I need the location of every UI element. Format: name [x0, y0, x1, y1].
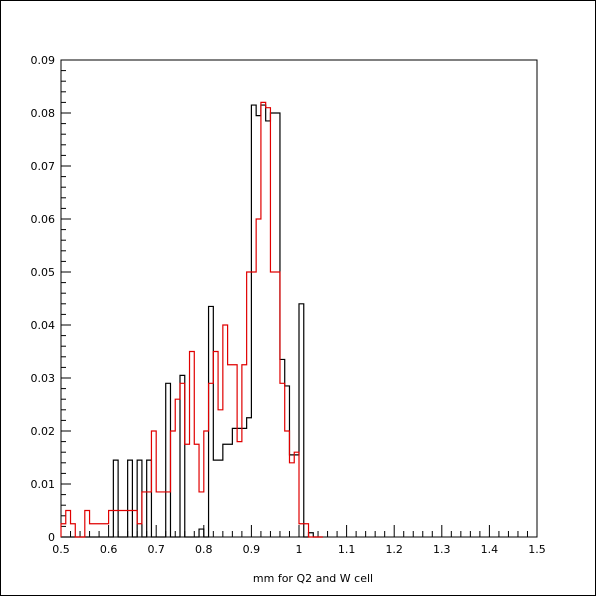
y-tick-label: 0.04 [31, 319, 56, 332]
x-tick-label: 0.5 [52, 543, 70, 556]
x-axis-title: mm for Q2 and W cell [253, 572, 373, 585]
x-tick-label: 1.5 [528, 543, 546, 556]
x-tick-label: 1.4 [481, 543, 499, 556]
red-histogram-series [60, 101, 323, 538]
black-histogram-series [61, 104, 323, 538]
x-tick-label: 0.6 [100, 543, 118, 556]
x-tick-label: 1.3 [433, 543, 451, 556]
x-axis: 0.5 0.6 0.7 0.8 0.9 1 1.1 1.2 1.3 1.4 1.5 [52, 525, 546, 556]
y-axis: 0 0.01 0.02 0.03 0.04 0.05 0.06 0.07 0.08 0.09 [31, 54, 71, 544]
y-tick-label: 0.03 [31, 372, 56, 385]
y-tick-label: 0.06 [31, 213, 56, 226]
y-tick-label: 0.07 [31, 160, 56, 173]
x-tick-label: 0.8 [195, 543, 213, 556]
y-tick-label: 0.09 [31, 54, 56, 67]
y-tick-label: 0.02 [31, 425, 56, 438]
x-tick-label: 0.7 [147, 543, 165, 556]
y-tick-label: 0.01 [31, 478, 56, 491]
series-layer [60, 101, 323, 538]
x-tick-label: 1.2 [385, 543, 403, 556]
y-tick-label: 0.08 [31, 107, 56, 120]
x-tick-label: 1.1 [338, 543, 356, 556]
y-tick-label: 0.05 [31, 266, 56, 279]
x-tick-label: 0.9 [243, 543, 261, 556]
y-tick-label: 0 [48, 531, 55, 544]
x-tick-label: 1 [296, 543, 303, 556]
